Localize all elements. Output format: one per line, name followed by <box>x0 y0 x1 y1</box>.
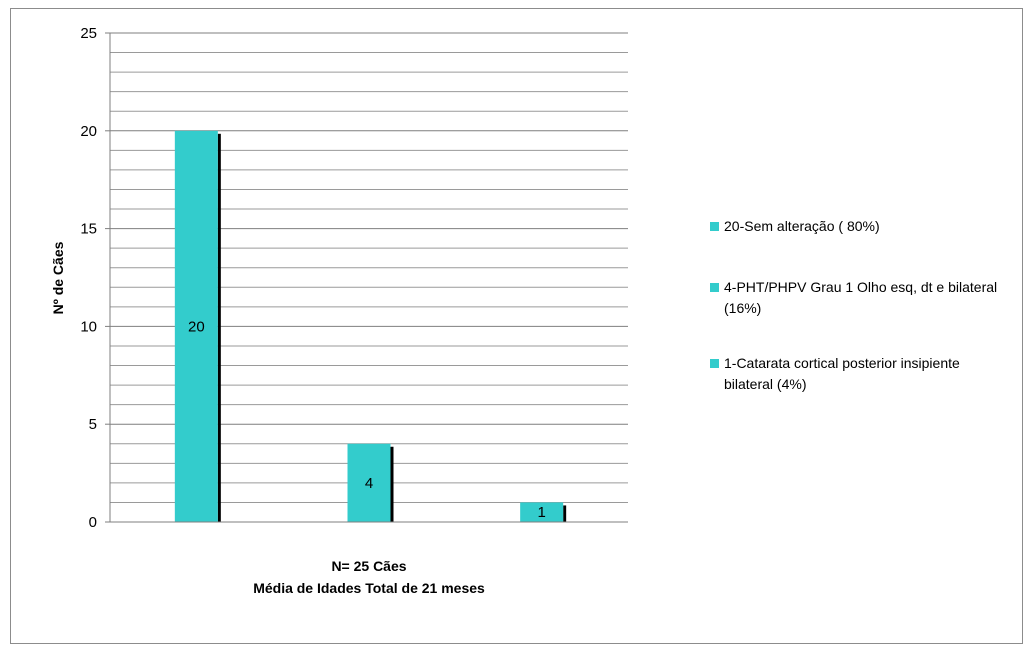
y-tick-label: 10 <box>80 318 97 335</box>
bar <box>347 443 391 522</box>
y-tick-label: 0 <box>89 514 97 531</box>
bar-value-label: 4 <box>365 475 373 492</box>
legend-swatch <box>710 359 719 368</box>
legend-item: 1-Catarata cortical posterior insipiente… <box>710 353 1010 395</box>
y-tick-label: 15 <box>80 221 97 238</box>
y-axis-title: Nº de Cães <box>50 241 66 314</box>
legend-label: 1-Catarata cortical posterior insipiente… <box>724 355 960 392</box>
bar <box>520 502 564 522</box>
x-axis-title-line-2: Média de Idades Total de 21 meses <box>253 580 485 596</box>
bar-shadow <box>563 505 567 522</box>
bar-value-label: 1 <box>537 504 545 521</box>
y-tick-label: 20 <box>80 123 97 140</box>
legend-item: 4-PHT/PHPV Grau 1 Olho esq, dt e bilater… <box>710 277 1010 319</box>
legend-swatch <box>710 222 719 231</box>
bar-shadow <box>390 446 394 522</box>
y-tick-label: 25 <box>80 25 97 42</box>
legend-swatch <box>710 283 719 292</box>
bar-shadow <box>217 133 221 523</box>
y-axis-ticks: 0 5 10 15 20 25 <box>80 25 110 531</box>
legend: 20-Sem alteração ( 80%) 4-PHT/PHPV Grau … <box>710 216 1010 435</box>
legend-item: 20-Sem alteração ( 80%) <box>710 216 1010 237</box>
bar-value-label: 20 <box>188 318 205 335</box>
bar <box>174 130 218 523</box>
legend-label: 20-Sem alteração ( 80%) <box>724 218 880 234</box>
legend-label: 4-PHT/PHPV Grau 1 Olho esq, dt e bilater… <box>724 279 998 316</box>
x-axis-title-line-1: N= 25 Cães <box>331 558 406 574</box>
y-tick-label: 5 <box>89 416 97 433</box>
